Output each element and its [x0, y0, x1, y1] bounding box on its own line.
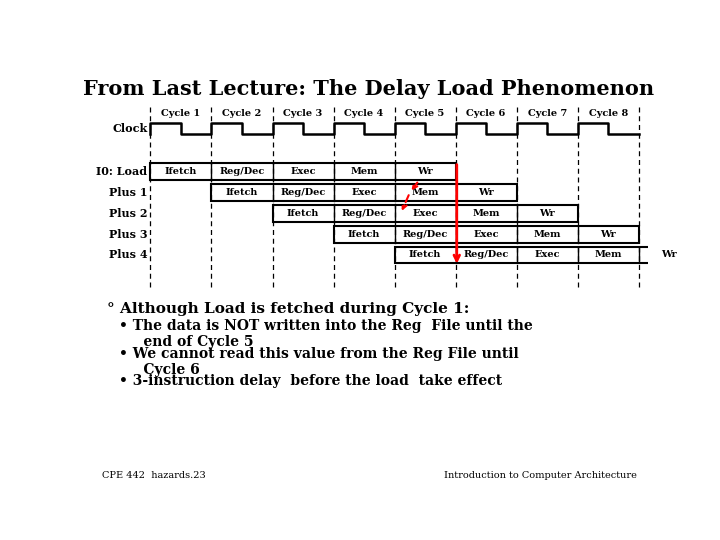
Text: Wr: Wr [417, 167, 433, 177]
Text: • 3-instruction delay  before the load  take effect: • 3-instruction delay before the load ta… [120, 374, 503, 388]
Text: CPE 442  hazards.23: CPE 442 hazards.23 [102, 470, 205, 480]
Text: Plus 2: Plus 2 [109, 208, 148, 219]
Text: Exec: Exec [290, 167, 316, 177]
Text: Wr: Wr [478, 188, 494, 197]
Text: Reg/Dec: Reg/Dec [220, 167, 265, 177]
Text: Clock: Clock [112, 123, 148, 134]
Bar [150, 164, 456, 180]
Text: Cycle 2: Cycle 2 [222, 109, 261, 118]
Text: Reg/Dec: Reg/Dec [341, 209, 387, 218]
Text: • The data is NOT written into the Reg  File until the
     end of Cycle 5: • The data is NOT written into the Reg F… [120, 319, 534, 349]
Text: Wr: Wr [662, 251, 677, 260]
Bar [272, 205, 577, 222]
Text: I0: Load: I0: Load [96, 166, 148, 177]
Bar [395, 247, 700, 264]
Text: Reg/Dec: Reg/Dec [464, 251, 509, 260]
Text: Plus 1: Plus 1 [109, 187, 148, 198]
Text: From Last Lecture: The Delay Load Phenomenon: From Last Lecture: The Delay Load Phenom… [84, 79, 654, 99]
Text: Cycle 5: Cycle 5 [405, 109, 445, 118]
Text: Exec: Exec [351, 188, 377, 197]
Text: Ifetch: Ifetch [226, 188, 258, 197]
Text: Mem: Mem [595, 251, 622, 260]
Text: Cycle 6: Cycle 6 [467, 109, 505, 118]
Bar [212, 184, 517, 201]
Text: Mem: Mem [411, 188, 439, 197]
Text: Exec: Exec [473, 230, 499, 239]
Text: Reg/Dec: Reg/Dec [402, 230, 448, 239]
Text: Plus 4: Plus 4 [109, 249, 148, 260]
Text: Ifetch: Ifetch [165, 167, 197, 177]
Text: Exec: Exec [534, 251, 560, 260]
Text: Introduction to Computer Architecture: Introduction to Computer Architecture [444, 470, 636, 480]
Text: Ifetch: Ifetch [287, 209, 319, 218]
Text: Wr: Wr [539, 209, 555, 218]
Text: Cycle 3: Cycle 3 [284, 109, 323, 118]
Text: Mem: Mem [472, 209, 500, 218]
Text: • We cannot read this value from the Reg File until
     Cycle 6: • We cannot read this value from the Reg… [120, 347, 519, 377]
Text: Cycle 8: Cycle 8 [588, 109, 628, 118]
Text: Plus 3: Plus 3 [109, 229, 148, 240]
Text: Exec: Exec [413, 209, 438, 218]
Text: Ifetch: Ifetch [409, 251, 441, 260]
Text: Mem: Mem [351, 167, 378, 177]
Text: Reg/Dec: Reg/Dec [280, 188, 325, 197]
Text: Ifetch: Ifetch [348, 230, 380, 239]
Text: Mem: Mem [534, 230, 561, 239]
Text: ° Although Load is fetched during Cycle 1:: ° Although Load is fetched during Cycle … [107, 302, 469, 316]
Text: Wr: Wr [600, 230, 616, 239]
Text: Cycle 1: Cycle 1 [161, 109, 201, 118]
Text: Cycle 4: Cycle 4 [344, 109, 384, 118]
Bar [333, 226, 639, 242]
Text: Cycle 7: Cycle 7 [528, 109, 567, 118]
